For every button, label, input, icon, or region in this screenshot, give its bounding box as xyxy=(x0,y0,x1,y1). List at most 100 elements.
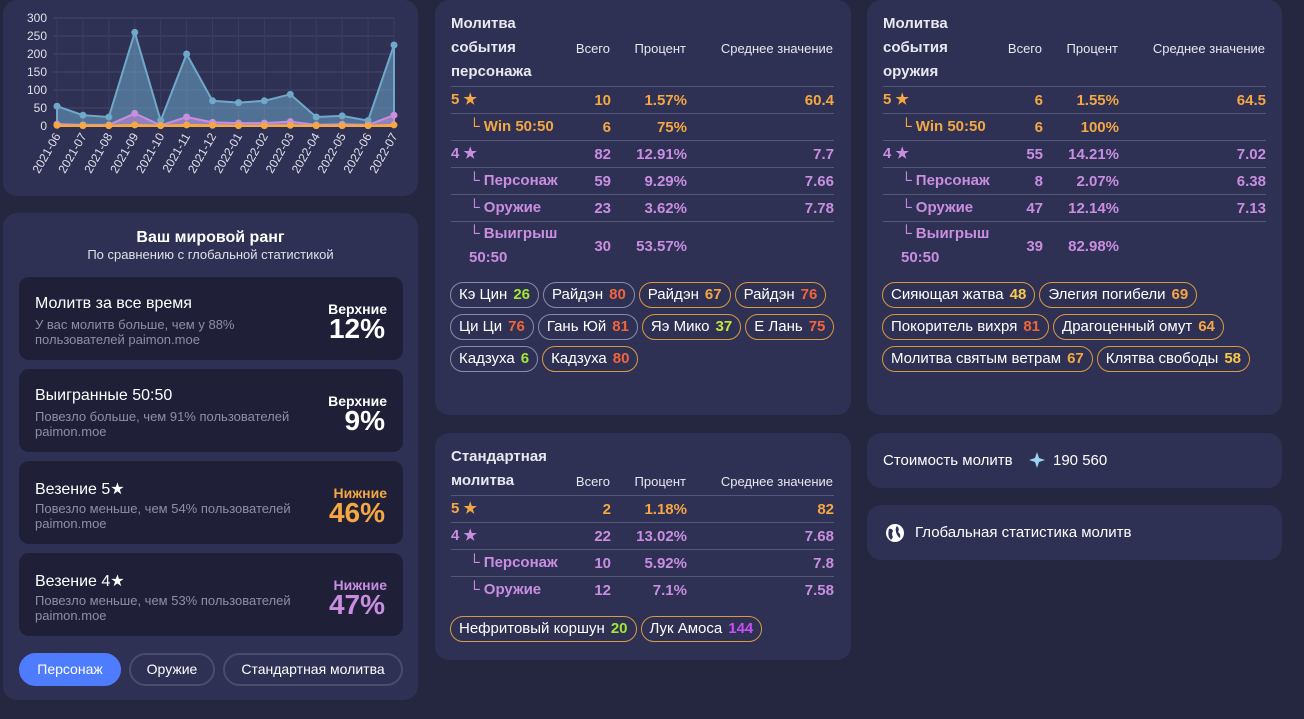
banner-panel: Молитва события оружия Всего Процент Средне… xyxy=(867,0,1282,415)
stat-value: 82.98% xyxy=(1043,221,1119,270)
stat-value: 23 xyxy=(569,194,611,222)
stat-value: 5.92% xyxy=(611,549,687,577)
column-header: Среднее значение xyxy=(720,41,833,56)
stat-value: 59 xyxy=(569,167,611,195)
row-label: └ Win 50:50 xyxy=(451,113,569,141)
card-description: Повезло больше, чем 91% пользователей pa… xyxy=(35,409,290,439)
pill: Ци Ци 76 xyxy=(450,314,534,340)
stats-row: 5 ★ 10 1.57% 60.4 xyxy=(451,86,834,114)
card-percent: 9% xyxy=(344,405,385,436)
row-label: └ Персонаж xyxy=(451,167,569,195)
tab-button[interactable]: Оружие xyxy=(129,653,215,686)
pill-name: Сияющая жатва xyxy=(891,286,1004,303)
stat-value: 30 xyxy=(569,221,611,270)
pill: Яэ Мико 37 xyxy=(641,314,742,340)
pill: Кадзуха 80 xyxy=(542,346,639,372)
point xyxy=(260,97,268,105)
stat-value: 10 xyxy=(569,549,611,577)
point xyxy=(53,121,61,129)
row-label: 5 ★ xyxy=(883,86,1001,114)
point xyxy=(183,113,191,121)
column-header: Всего xyxy=(1007,41,1042,56)
stat-value: 55 xyxy=(1001,140,1043,168)
row-label: 4 ★ xyxy=(451,140,569,168)
pill-count: 37 xyxy=(715,318,733,335)
column-header: Всего xyxy=(575,474,610,489)
stat-value: 7.78 xyxy=(687,194,834,222)
card-position: Нижние xyxy=(333,577,388,593)
pill-name: Яэ Мико xyxy=(650,318,710,335)
pill: Покоритель вихря 81 xyxy=(882,314,1050,340)
point xyxy=(286,90,294,98)
pill-count: 48 xyxy=(1009,286,1027,303)
stat-value: 82 xyxy=(687,495,834,523)
row-label: └ Оружие xyxy=(883,194,1001,222)
stats-row: 5 ★ 6 1.55% 64.5 xyxy=(883,86,1266,114)
card-position: Нижние xyxy=(333,485,388,501)
point xyxy=(390,41,398,49)
point xyxy=(183,50,191,58)
stat-value: 12 xyxy=(569,576,611,603)
stat-value: 7.8 xyxy=(687,549,834,577)
stats-row: └ Оружие 23 3.62% 7.78 xyxy=(451,194,834,222)
point xyxy=(364,122,372,130)
card-label: Везение 4★ xyxy=(35,573,125,590)
stat-value: 6.38 xyxy=(1119,167,1266,195)
chart-panel: 0 50 100 150 200 250 300 2021-06 2021-07 2021-08 2… xyxy=(3,0,418,196)
point xyxy=(157,122,165,130)
rank-title: Ваш мировой ранг xyxy=(136,229,285,246)
row-label: └ Выигрыш 50:50 xyxy=(883,221,1001,270)
pill: Райдэн 76 xyxy=(734,282,827,308)
pill-name: Элегия погибели xyxy=(1048,286,1166,303)
row-label: └ Персонаж xyxy=(883,167,1001,195)
pill: Райдэн 80 xyxy=(543,282,635,308)
stats-table: Стандартная молитва Всего Процент Среднее з… xyxy=(451,445,834,603)
rank-card: Везение 4★ Повезло меньше, чем 53% пользо… xyxy=(19,553,403,636)
point xyxy=(53,102,61,110)
y-tick-label: 200 xyxy=(27,47,47,61)
pill-count: 80 xyxy=(612,350,630,367)
card-percent: 46% xyxy=(328,497,385,528)
card-percent: 47% xyxy=(328,589,385,620)
stat-value xyxy=(687,221,834,270)
stat-value: 2 xyxy=(569,495,611,523)
tab-button[interactable]: Стандартная молитва xyxy=(223,653,403,686)
pill-count: 75 xyxy=(808,318,826,335)
stat-value: 64.5 xyxy=(1119,86,1266,114)
row-label: └ Win 50:50 xyxy=(883,113,1001,141)
pill-name: Драгоценный омут xyxy=(1062,318,1193,335)
point xyxy=(209,97,217,105)
y-tick-label: 100 xyxy=(27,83,47,97)
banner-title: Молитва события оружия xyxy=(883,15,948,80)
point xyxy=(105,122,113,130)
pill: Лук Амоса 144 xyxy=(640,616,763,642)
point xyxy=(79,111,87,119)
pill: Нефритовый коршун 20 xyxy=(450,616,637,642)
stat-value: 1.57% xyxy=(611,86,687,114)
stats-row: 4 ★ 55 14.21% 7.02 xyxy=(883,140,1266,168)
point xyxy=(79,122,87,130)
stat-value: 12.14% xyxy=(1043,194,1119,222)
stat-value: 1.18% xyxy=(611,495,687,523)
global-stats-link[interactable]: Глобальная статистика молитв xyxy=(867,505,1282,560)
column-header: Процент xyxy=(634,474,686,489)
point xyxy=(234,99,242,107)
row-label: 5 ★ xyxy=(451,495,569,523)
stat-value: 1.55% xyxy=(1043,86,1119,114)
tab-button[interactable]: Персонаж xyxy=(19,653,121,686)
stats-row: └ Win 50:50 6 75% xyxy=(451,113,834,141)
stat-value: 47 xyxy=(1001,194,1043,222)
pill-count: 144 xyxy=(728,620,754,637)
y-tick-label: 250 xyxy=(27,29,47,43)
point xyxy=(312,113,320,121)
stats-table: Молитва события персонажа Всего Процент Сре… xyxy=(451,12,834,270)
stat-value: 7.58 xyxy=(687,576,834,603)
stats-row: └ Выигрыш 50:50 30 53.57% xyxy=(451,221,834,270)
header-row: Стандартная молитва Всего Процент Среднее з… xyxy=(451,445,834,496)
row-label: └ Персонаж xyxy=(451,549,569,577)
y-tick-label: 0 xyxy=(40,119,47,133)
pill: Клятва свободы 58 xyxy=(1096,346,1251,372)
card-label: Молитв за все время xyxy=(35,295,192,312)
card-label: Выигранные 50:50 xyxy=(35,387,173,404)
stat-value: 6 xyxy=(1001,86,1043,114)
